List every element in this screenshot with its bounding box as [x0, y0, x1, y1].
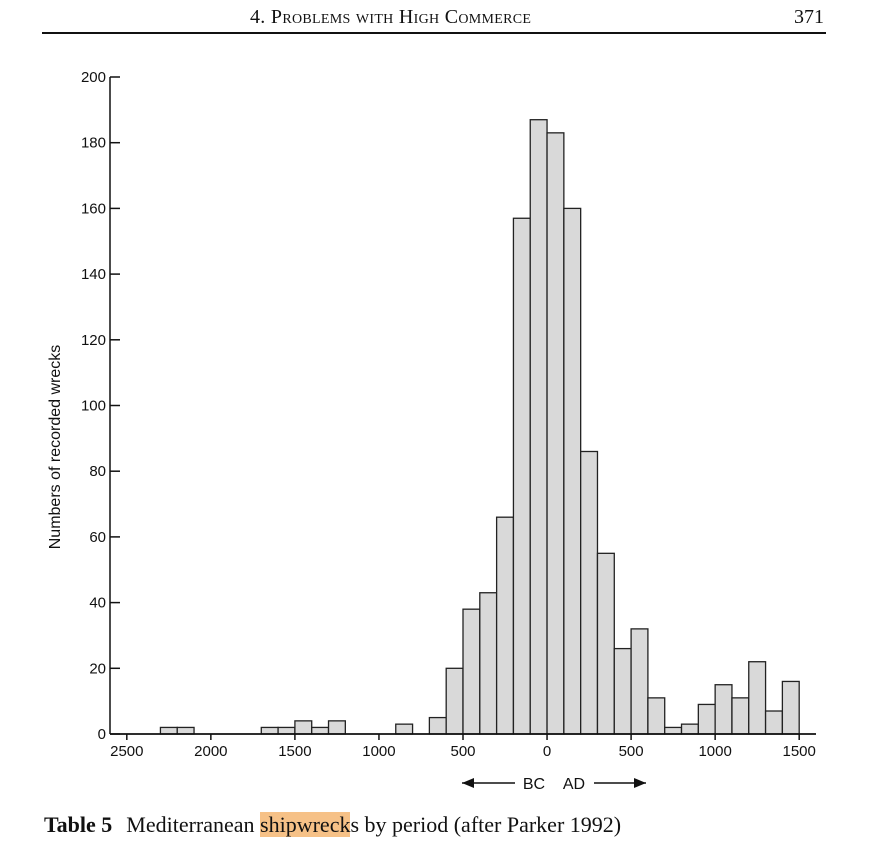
era-indicator: BC AD	[462, 776, 646, 793]
y-tick-label: 120	[81, 332, 106, 349]
bar	[748, 661, 767, 735]
x-tick-label: 2500	[110, 743, 143, 760]
x-tick-label: 500	[619, 743, 644, 760]
bar	[714, 684, 733, 735]
bar	[311, 726, 330, 735]
running-head-title: 4. Problems with High Commerce	[250, 6, 532, 28]
bar	[159, 726, 178, 735]
y-tick-label: 60	[89, 529, 106, 546]
page-number: 371	[794, 6, 824, 28]
y-tick-label: 40	[89, 595, 106, 612]
bar	[479, 592, 498, 735]
bar	[176, 726, 195, 735]
running-head: 4. Problems with High Commerce 371	[42, 6, 826, 32]
bars	[159, 119, 800, 735]
caption-text-before: Mediterranean	[126, 812, 261, 837]
x-axis: 2500 2000 1500 1000 500 0 500 1000 1500	[110, 733, 816, 760]
bar	[546, 132, 565, 735]
bar	[680, 723, 699, 735]
y-tick-label: 140	[81, 266, 106, 283]
caption-label: Table 5	[44, 812, 113, 837]
bar	[277, 726, 296, 735]
bar	[580, 450, 599, 735]
caption-highlight: shipwreck	[260, 812, 351, 837]
bar	[731, 697, 750, 735]
x-tick-label: 1000	[362, 743, 395, 760]
figure-caption: Table 5 Mediterranean shipwrecks by perio…	[44, 812, 621, 838]
bar	[596, 552, 615, 735]
x-tick-label: 1000	[698, 743, 731, 760]
bar	[529, 119, 548, 735]
bar	[428, 716, 447, 735]
x-tick-label: 1500	[278, 743, 311, 760]
ad-label: AD	[563, 776, 585, 793]
bar	[260, 726, 279, 735]
shipwreck-histogram: 0 20 40 60 80 100 120 140 160 180 200 2500 2000 1500…	[47, 69, 816, 793]
y-tick-label: 80	[89, 463, 106, 480]
y-tick-label: 100	[81, 398, 106, 415]
bar	[445, 667, 464, 735]
x-tick-label: 2000	[194, 743, 227, 760]
x-tick-label: 1500	[783, 743, 816, 760]
bar	[781, 680, 800, 735]
y-tick-label: 20	[89, 660, 106, 677]
bar	[294, 720, 313, 735]
bar	[512, 217, 531, 735]
y-tick-label: 200	[81, 69, 106, 86]
bc-label: BC	[523, 776, 545, 793]
bar	[395, 723, 414, 735]
y-tick-label: 180	[81, 135, 106, 152]
header-rule	[42, 32, 826, 34]
x-tick-label: 500	[450, 743, 475, 760]
y-axis-label: Numbers of recorded wrecks	[47, 345, 64, 550]
bar	[764, 710, 784, 735]
bar	[664, 726, 683, 735]
bar	[630, 628, 649, 735]
caption-text-after: s by period (after Parker 1992)	[350, 812, 622, 837]
bar	[697, 703, 716, 735]
y-tick-label: 160	[81, 200, 106, 217]
bar	[495, 516, 515, 735]
bar	[647, 697, 666, 735]
bar	[462, 608, 481, 735]
x-tick-label: 0	[543, 743, 551, 760]
bar	[327, 720, 346, 735]
bar	[563, 207, 582, 735]
y-tick-label: 0	[98, 726, 106, 743]
y-axis: 0 20 40 60 80 100 120 140 160 180 200	[81, 69, 120, 743]
bar	[613, 647, 632, 735]
